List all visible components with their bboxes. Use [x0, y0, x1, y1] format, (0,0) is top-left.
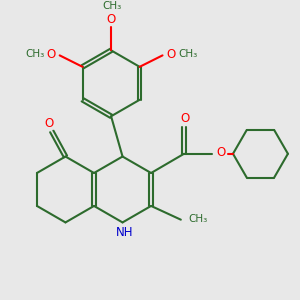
- Text: CH₃: CH₃: [102, 1, 122, 10]
- Text: CH₃: CH₃: [25, 50, 44, 59]
- Text: CH₃: CH₃: [189, 214, 208, 224]
- Text: O: O: [106, 13, 116, 26]
- Text: CH₃: CH₃: [178, 50, 197, 59]
- Text: O: O: [180, 112, 190, 125]
- Text: O: O: [166, 48, 176, 61]
- Text: NH: NH: [116, 226, 134, 239]
- Text: O: O: [45, 117, 54, 130]
- Text: O: O: [47, 48, 56, 61]
- Text: O: O: [216, 146, 225, 159]
